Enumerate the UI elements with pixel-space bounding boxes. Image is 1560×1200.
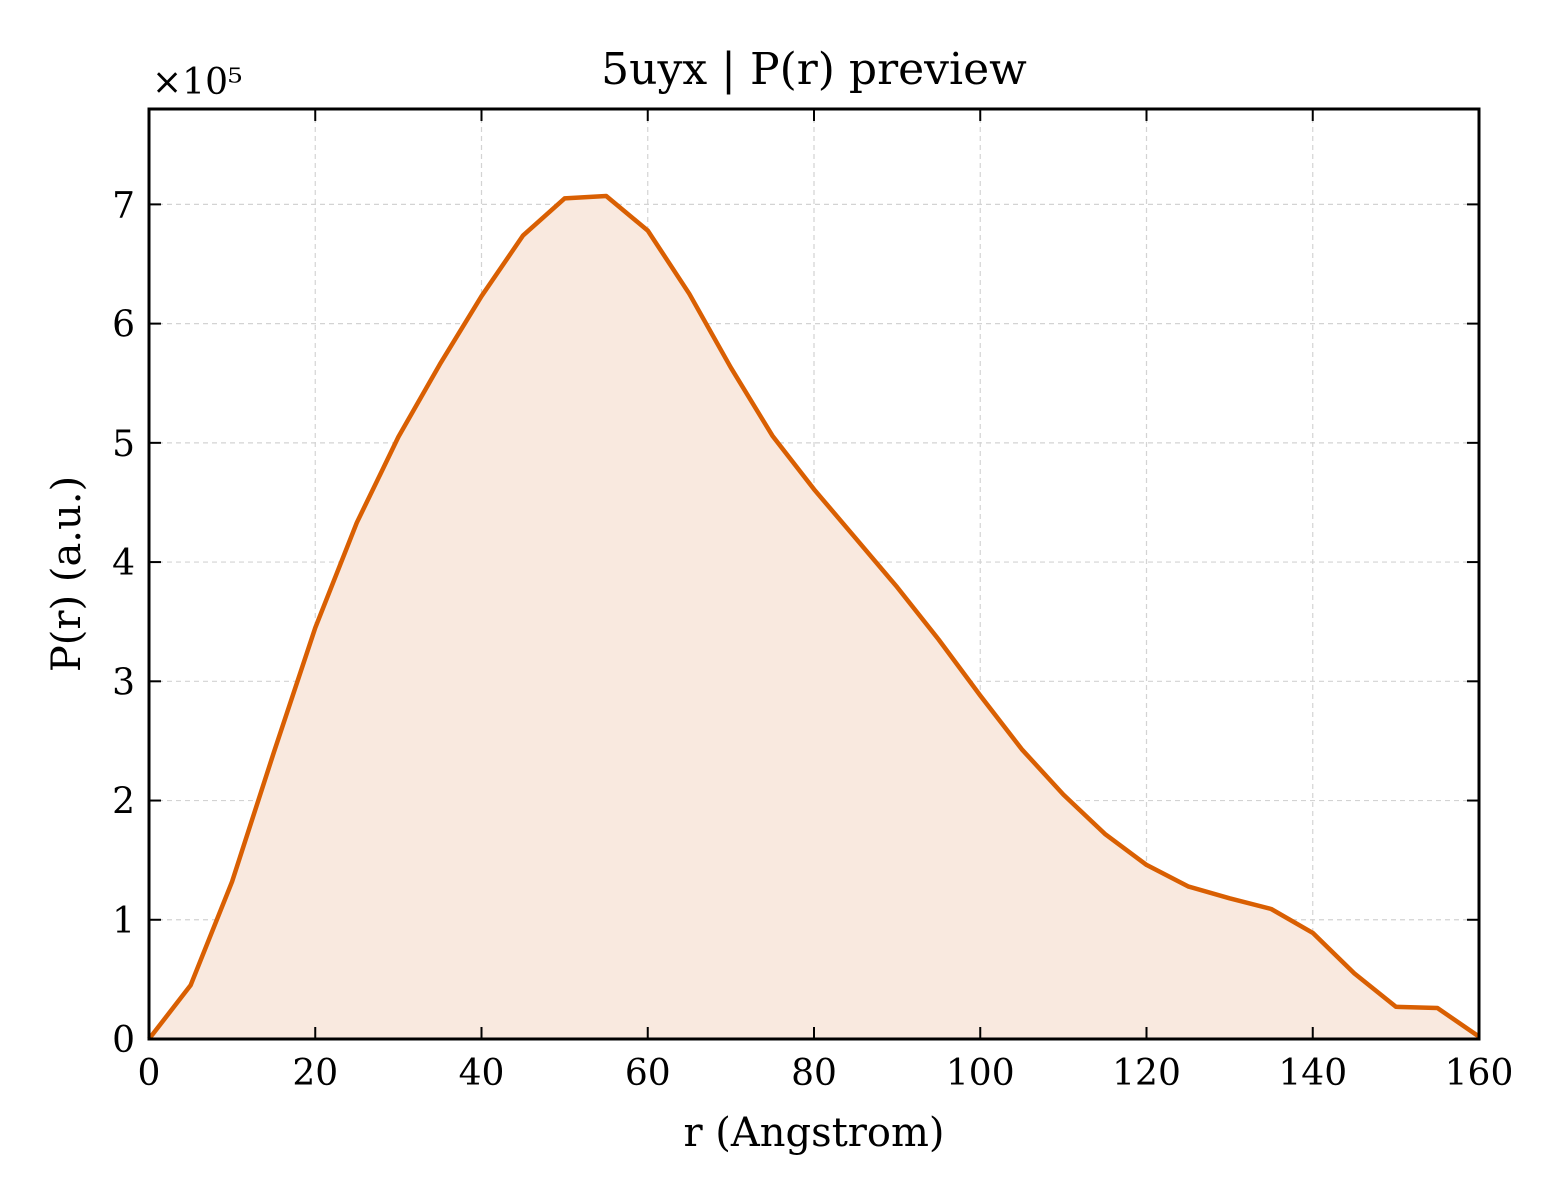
x-tick-label: 100 [946, 1053, 1015, 1094]
pr-series-line [147, 193, 1481, 1041]
x-tick-label: 160 [1445, 1053, 1514, 1094]
ticks [148, 109, 1480, 1040]
x-tick-label: 60 [625, 1053, 671, 1094]
chart-title: 5uyx | P(r) preview [601, 44, 1027, 95]
y-tick-labels: 0 1 2 3 4 5 6 7 [112, 185, 135, 1061]
y-tick-label: 4 [112, 543, 135, 584]
y-tick-label: 1 [112, 901, 135, 942]
x-tick-label: 20 [292, 1053, 338, 1094]
x-tick-label: 120 [1112, 1053, 1181, 1094]
x-tick-label: 140 [1278, 1053, 1347, 1094]
y-offset-label: ×10⁵ [152, 62, 242, 103]
y-tick-label: 5 [112, 424, 135, 465]
x-tick-label: 0 [138, 1053, 161, 1094]
y-tick-label: 2 [112, 782, 135, 823]
x-tick-labels: 0 20 40 60 80 100 120 140 160 [138, 1053, 1514, 1094]
y-tick-label: 3 [112, 662, 135, 703]
x-axis-label: r (Angstrom) [683, 1110, 944, 1156]
y-tick-label: 0 [112, 1020, 135, 1061]
y-tick-label: 6 [112, 305, 135, 346]
x-tick-label: 40 [459, 1053, 505, 1094]
x-tick-label: 80 [791, 1053, 837, 1094]
pr-area-fill [149, 196, 1479, 1039]
y-tick-label: 7 [112, 185, 135, 226]
y-axis-label: P(r) (a.u.) [44, 476, 90, 672]
